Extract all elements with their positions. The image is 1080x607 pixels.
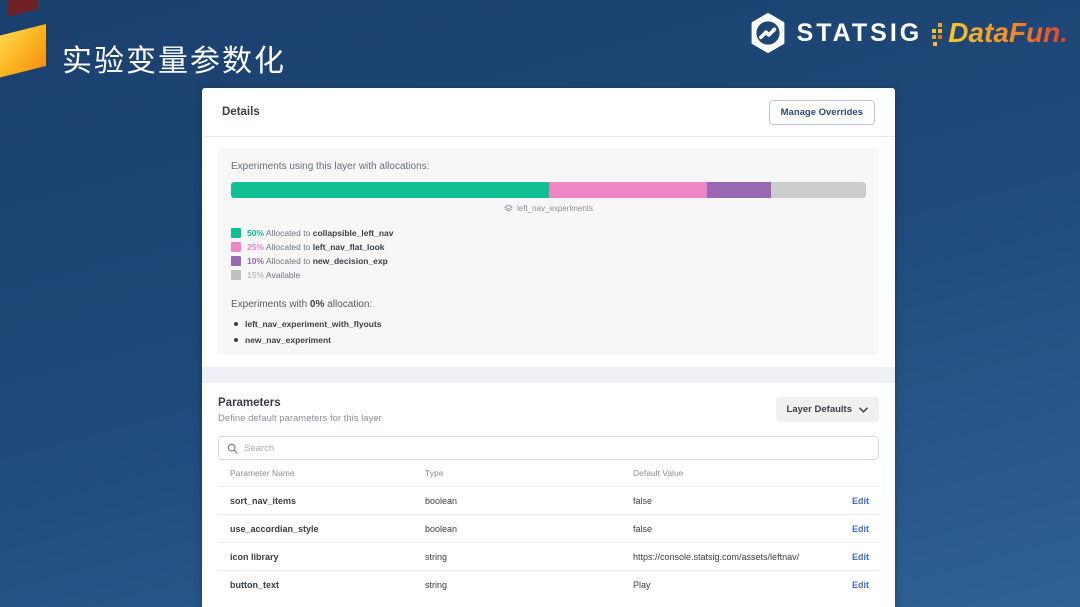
param-default: Play bbox=[633, 579, 651, 590]
param-name: icon library bbox=[230, 551, 279, 562]
table-row: icon library string https://console.stat… bbox=[218, 542, 879, 570]
column-header-type: Type bbox=[425, 468, 444, 478]
param-type: boolean bbox=[425, 495, 458, 506]
chevron-down-icon bbox=[859, 406, 868, 413]
parameters-subtitle: Define default parameters for this layer bbox=[218, 413, 382, 424]
legend-pct: 10% bbox=[247, 256, 265, 266]
edit-button[interactable]: Edit bbox=[852, 495, 869, 506]
allocations-heading: Experiments using this layer with alloca… bbox=[231, 161, 430, 172]
zero-allocation-heading: Experiments with 0% allocation: bbox=[231, 299, 373, 310]
allocation-legend: 50% Allocated to collapsible_left_nav 25… bbox=[231, 228, 866, 280]
corner-deco-yellow bbox=[0, 24, 46, 78]
allocations-panel: Experiments using this layer with alloca… bbox=[218, 148, 879, 355]
table-row: button_text string Play Edit bbox=[218, 570, 879, 598]
param-name: use_accordian_style bbox=[230, 523, 319, 534]
layers-icon bbox=[503, 204, 513, 213]
list-item: left_nav_experiment_with_flyouts bbox=[231, 319, 866, 329]
table-row: sort_nav_items boolean false Edit bbox=[218, 486, 879, 514]
table-header: Parameter Name Type Default Value bbox=[218, 460, 879, 486]
layer-tag: left_nav_experiments bbox=[231, 204, 866, 213]
param-type: string bbox=[425, 579, 448, 590]
legend-item: 50% Allocated to collapsible_left_nav bbox=[231, 228, 866, 238]
legend-exp-name: new_decision_exp bbox=[312, 256, 388, 266]
details-header: Details Manage Overrides bbox=[202, 88, 895, 137]
legend-exp-name: left_nav_flat_look bbox=[312, 242, 385, 252]
legend-item: 10% Allocated to new_decision_exp bbox=[231, 256, 866, 266]
details-title: Details bbox=[222, 106, 260, 118]
legend-exp-name: collapsible_left_nav bbox=[312, 228, 394, 238]
parameters-section: Parameters Define default parameters for… bbox=[202, 383, 895, 598]
parameters-header: Parameters Define default parameters for… bbox=[218, 397, 879, 424]
legend-swatch-gray bbox=[231, 270, 241, 280]
search-bar[interactable] bbox=[218, 436, 879, 460]
bullet-icon bbox=[234, 338, 238, 342]
corner-deco-maroon bbox=[8, 0, 38, 17]
statsig-hexagon-icon bbox=[748, 13, 788, 53]
allocation-bar bbox=[231, 182, 866, 198]
allocation-segment-available bbox=[770, 182, 866, 198]
param-default: false bbox=[633, 495, 653, 506]
page-title: 实验变量参数化 bbox=[62, 45, 286, 78]
statsig-logo: STATSIG bbox=[748, 13, 923, 53]
param-name: sort_nav_items bbox=[230, 495, 297, 506]
edit-button[interactable]: Edit bbox=[852, 579, 869, 590]
param-type: boolean bbox=[425, 523, 458, 534]
allocation-segment-collapsible-left-nav bbox=[231, 182, 549, 198]
bullet-icon bbox=[234, 322, 238, 326]
list-item: new_nav_experiment bbox=[231, 335, 866, 345]
search-input[interactable] bbox=[244, 442, 870, 454]
datafun-wordmark: DataFun. bbox=[948, 17, 1068, 48]
search-icon bbox=[227, 443, 238, 454]
legend-text: Allocated to bbox=[265, 228, 311, 238]
legend-swatch-pink bbox=[231, 242, 241, 252]
param-default: https://console.statsig.com/assets/leftn… bbox=[633, 551, 800, 562]
column-header-default-value: Default Value bbox=[633, 468, 684, 478]
legend-swatch-green bbox=[231, 228, 241, 238]
section-divider bbox=[202, 367, 895, 383]
legend-pct: 50% bbox=[247, 228, 265, 238]
layer-tag-label: left_nav_experiments bbox=[516, 204, 594, 213]
allocation-segment-new-decision-exp bbox=[707, 182, 771, 198]
manage-overrides-button[interactable]: Manage Overrides bbox=[768, 99, 875, 125]
parameters-title: Parameters bbox=[218, 397, 281, 409]
legend-pct: 25% bbox=[247, 242, 265, 252]
zero-allocation-list: left_nav_experiment_with_flyouts new_nav… bbox=[231, 319, 866, 345]
param-default: false bbox=[633, 523, 653, 534]
zero-alloc-experiment: left_nav_experiment_with_flyouts bbox=[245, 319, 382, 329]
param-type: string bbox=[425, 551, 448, 562]
table-row: use_accordian_style boolean false Edit bbox=[218, 514, 879, 542]
console-panel: Details Manage Overrides Experiments usi… bbox=[202, 88, 895, 607]
legend-text: Allocated to bbox=[265, 256, 311, 266]
logo-bar: STATSIG DataFun. bbox=[748, 13, 1068, 53]
edit-button[interactable]: Edit bbox=[852, 551, 869, 562]
statsig-wordmark: STATSIG bbox=[796, 18, 923, 47]
legend-text: Allocated to bbox=[265, 242, 311, 252]
legend-pct: 15% bbox=[247, 270, 265, 280]
legend-item: 25% Allocated to left_nav_flat_look bbox=[231, 242, 866, 252]
legend-text: Available bbox=[265, 270, 301, 280]
legend-swatch-purple bbox=[231, 256, 241, 266]
datafun-dots-icon bbox=[932, 29, 937, 33]
edit-button[interactable]: Edit bbox=[852, 523, 869, 534]
allocation-segment-left-nav-flat-look bbox=[548, 182, 708, 198]
param-name: button_text bbox=[230, 579, 279, 590]
layer-defaults-button[interactable]: Layer Defaults bbox=[775, 397, 879, 422]
datafun-logo: DataFun. bbox=[932, 17, 1068, 49]
column-header-parameter-name: Parameter Name bbox=[230, 468, 295, 478]
legend-item: 15% Available bbox=[231, 270, 866, 280]
layer-defaults-label: Layer Defaults bbox=[786, 404, 852, 415]
zero-alloc-experiment: new_nav_experiment bbox=[245, 335, 331, 345]
